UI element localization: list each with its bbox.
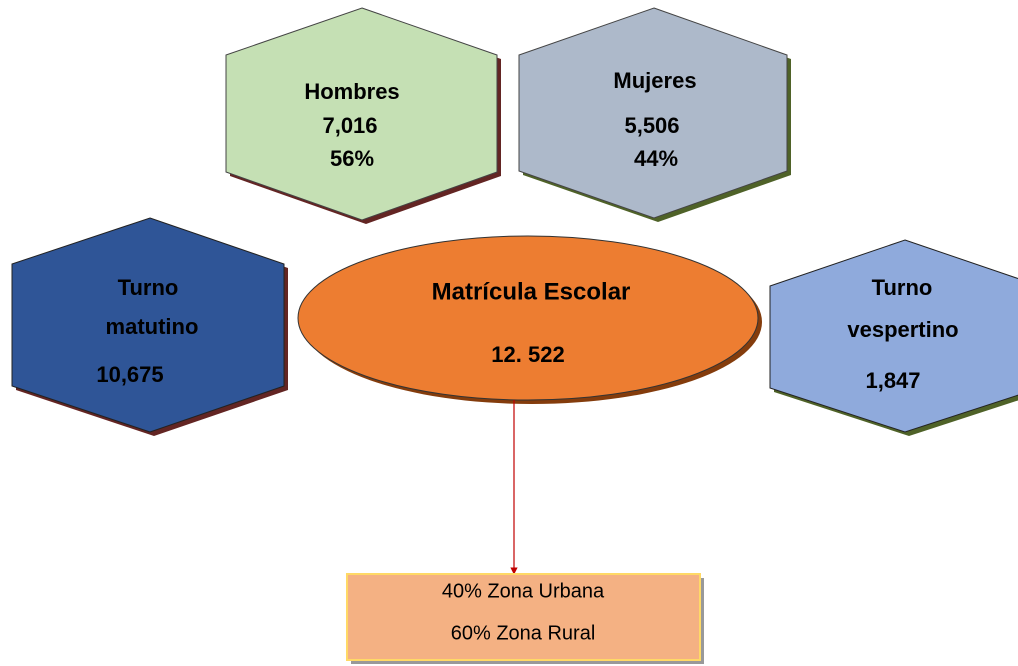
node-label: 56%: [330, 146, 374, 171]
center-value: 12. 522: [491, 342, 564, 367]
node-matutino: Turno matutino 10,675: [11, 217, 288, 436]
box-line: 60% Zona Rural: [451, 622, 596, 644]
node-label: vespertino: [847, 317, 958, 342]
node-label: Mujeres: [613, 68, 696, 93]
node-label: 7,016: [322, 113, 377, 138]
node-label: matutino: [106, 314, 199, 339]
center-node: Matrícula Escolar 12. 522: [297, 235, 762, 404]
node-label: 10,675: [96, 362, 163, 387]
node-label: 5,506: [624, 113, 679, 138]
zone-box: 40% Zona Urbana 60% Zona Rural: [346, 573, 704, 664]
node-label: Turno: [872, 275, 933, 300]
node-vespertino: Turno vespertino 1,847: [769, 239, 1018, 436]
box-line: 40% Zona Urbana: [442, 580, 605, 602]
center-title: Matrícula Escolar: [432, 278, 631, 305]
node-hombres: Hombres 7,016 56%: [225, 7, 501, 224]
node-label: Hombres: [304, 79, 399, 104]
node-mujeres: Mujeres 5,506 44%: [518, 7, 791, 222]
node-label: Turno: [118, 275, 179, 300]
node-label: 1,847: [865, 368, 920, 393]
node-label: 44%: [634, 146, 678, 171]
